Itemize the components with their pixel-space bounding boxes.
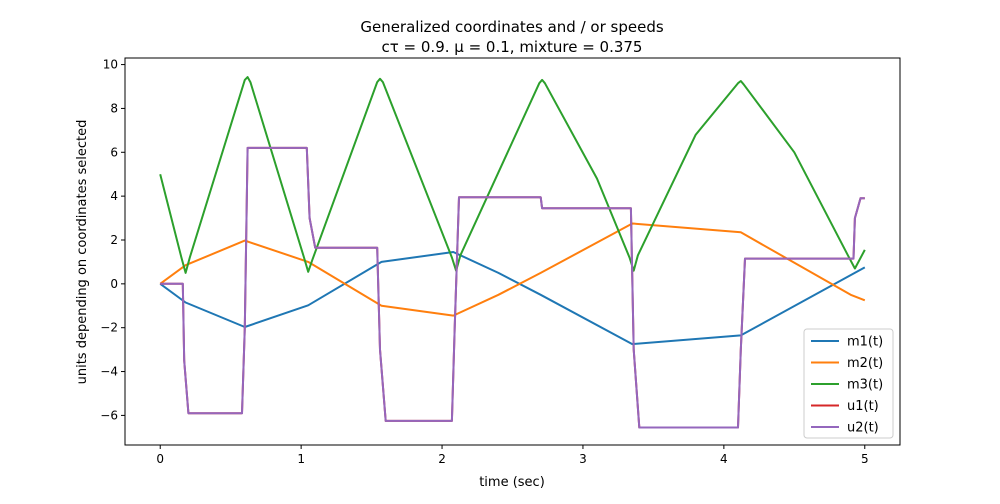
x-axis: 0 1 2 3 4 5 <box>156 445 869 466</box>
axes-frame <box>124 57 901 446</box>
series-line-m2t <box>159 222 866 317</box>
chart-title: Generalized coordinates and / or speeds <box>360 18 663 36</box>
x-tick-label: 0 <box>156 452 164 466</box>
y-tick-label: −2 <box>100 321 118 335</box>
series-line-u2t <box>160 146 865 429</box>
legend-label: m3(t) <box>847 378 883 393</box>
y-tick-label: −4 <box>100 365 118 379</box>
x-tick-label: 2 <box>438 452 446 466</box>
legend-label: m2(t) <box>847 356 883 371</box>
y-tick-label: 8 <box>110 101 118 115</box>
y-tick-label: 4 <box>110 189 118 203</box>
legend-label: u1(t) <box>847 399 879 414</box>
x-axis-label: time (sec) <box>479 475 545 490</box>
x-tick-label: 4 <box>720 452 728 466</box>
legend-box <box>803 328 894 439</box>
y-tick-label: 10 <box>103 58 118 72</box>
y-tick-label: −6 <box>100 408 118 422</box>
series-line-m3t <box>159 76 866 274</box>
series-line-m1t <box>159 251 866 346</box>
y-tick-label: 0 <box>110 277 118 291</box>
x-tick-label: 5 <box>861 452 869 466</box>
y-axis: −6 −4 −2 0 2 4 6 8 10 <box>100 58 125 422</box>
y-tick-label: 2 <box>110 233 118 247</box>
chart-subtitle: cτ = 0.9. μ = 0.1, mixture = 0.375 <box>382 38 643 56</box>
legend-label: u2(t) <box>847 421 879 436</box>
y-axis-label: units depending on coordinates selected <box>75 120 90 385</box>
x-tick-label: 1 <box>297 452 305 466</box>
plot-area <box>159 76 866 429</box>
legend-label: m1(t) <box>847 335 883 350</box>
y-tick-label: 6 <box>110 145 118 159</box>
x-tick-label: 3 <box>579 452 587 466</box>
legend: m1(t) m2(t) m3(t) u1(t) u2(t) <box>803 328 894 439</box>
